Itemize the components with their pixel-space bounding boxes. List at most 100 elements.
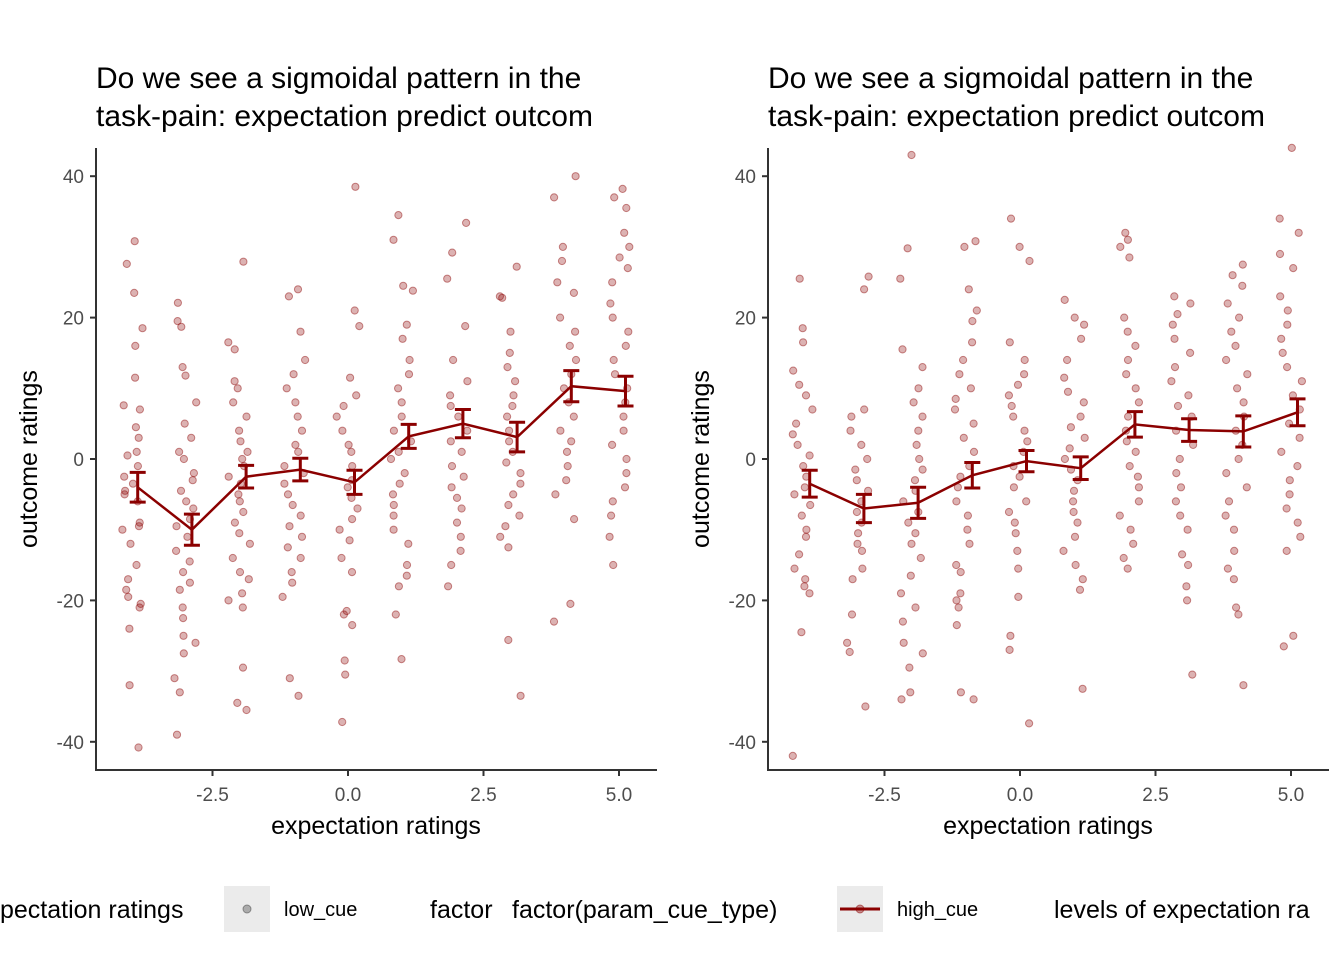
data-point <box>179 568 188 577</box>
x-tick-label: 0.0 <box>335 785 361 806</box>
data-point <box>1277 447 1286 456</box>
data-point <box>1023 437 1032 446</box>
data-point <box>187 433 196 442</box>
data-point <box>861 702 870 711</box>
data-point <box>845 647 854 657</box>
data-point <box>462 218 471 227</box>
x-axis-title: expectation ratings <box>943 812 1153 840</box>
data-point <box>1011 529 1020 538</box>
x-tick-label: 2.5 <box>1142 785 1168 806</box>
data-point <box>236 437 245 446</box>
data-point <box>1134 398 1144 407</box>
data-point <box>1125 253 1134 262</box>
data-point <box>288 578 297 587</box>
data-point <box>230 345 239 354</box>
data-point <box>386 454 396 464</box>
data-point <box>609 560 618 570</box>
data-point <box>793 440 802 449</box>
data-point <box>343 483 352 492</box>
data-point <box>1004 507 1014 517</box>
data-point <box>135 405 144 414</box>
data-point <box>1184 560 1193 570</box>
data-point <box>912 440 921 449</box>
data-point <box>351 182 360 191</box>
data-point <box>126 539 135 548</box>
data-point <box>620 483 630 492</box>
data-point <box>348 621 357 630</box>
x-ticks: -2.5 0.0 2.5 5.0 <box>196 770 632 806</box>
data-point <box>173 317 182 326</box>
data-point <box>1183 525 1192 534</box>
data-point <box>972 306 981 315</box>
data-point <box>1282 504 1291 513</box>
data-point <box>508 401 517 411</box>
data-point <box>950 405 960 414</box>
y-tick-label: 0 <box>745 450 756 471</box>
data-point <box>181 371 190 380</box>
data-point <box>556 313 565 322</box>
data-point <box>505 437 514 446</box>
data-point <box>798 324 807 333</box>
data-point <box>179 649 188 658</box>
data-point <box>291 398 300 407</box>
series-line <box>129 369 634 547</box>
data-point <box>461 322 470 331</box>
y-tick-label: 40 <box>735 167 756 188</box>
data-point <box>355 322 364 331</box>
data-point <box>1126 525 1135 534</box>
data-point <box>1285 490 1294 499</box>
data-point <box>896 589 906 598</box>
data-point <box>907 539 916 548</box>
series-mean-line <box>136 384 626 532</box>
data-point <box>918 363 927 372</box>
data-point <box>1131 447 1140 456</box>
data-point <box>446 401 455 411</box>
data-point <box>1277 334 1286 343</box>
data-point <box>1184 391 1193 400</box>
error-bar <box>1072 455 1089 482</box>
data-point <box>189 469 198 478</box>
data-point <box>1178 550 1187 559</box>
data-point <box>1168 320 1177 329</box>
data-point <box>854 529 863 538</box>
data-point <box>1276 292 1285 301</box>
data-point <box>964 285 973 294</box>
data-point <box>503 363 512 372</box>
data-point <box>898 617 908 626</box>
data-point <box>175 585 184 594</box>
data-point <box>1065 444 1074 453</box>
x-axis-title: expectation ratings <box>271 812 481 840</box>
data-point <box>119 401 128 410</box>
legend-label-high-cue: high_cue <box>897 899 978 921</box>
data-point <box>1235 313 1244 322</box>
data-point <box>287 568 296 577</box>
data-point <box>916 553 925 563</box>
data-point <box>563 462 572 471</box>
data-point <box>397 412 406 421</box>
data-point <box>1014 564 1023 573</box>
data-point <box>452 518 462 527</box>
data-point <box>622 203 631 213</box>
data-point <box>1070 532 1080 541</box>
data-point <box>509 490 518 499</box>
data-point <box>1287 143 1296 152</box>
y-tick-label: 0 <box>73 450 84 471</box>
error-bar <box>183 512 200 547</box>
data-point <box>608 313 617 322</box>
data-point <box>969 419 978 428</box>
data-point <box>504 635 513 645</box>
data-point <box>172 522 181 531</box>
data-point <box>1007 401 1016 411</box>
data-point <box>238 663 248 672</box>
data-point <box>288 500 297 510</box>
data-point <box>134 522 144 531</box>
data-point <box>405 355 414 365</box>
data-point <box>283 490 293 499</box>
data-point <box>1071 560 1080 570</box>
data-point <box>1009 483 1019 492</box>
data-point <box>909 398 918 407</box>
data-point <box>128 479 138 488</box>
data-point <box>624 327 633 336</box>
data-point <box>1239 398 1248 407</box>
